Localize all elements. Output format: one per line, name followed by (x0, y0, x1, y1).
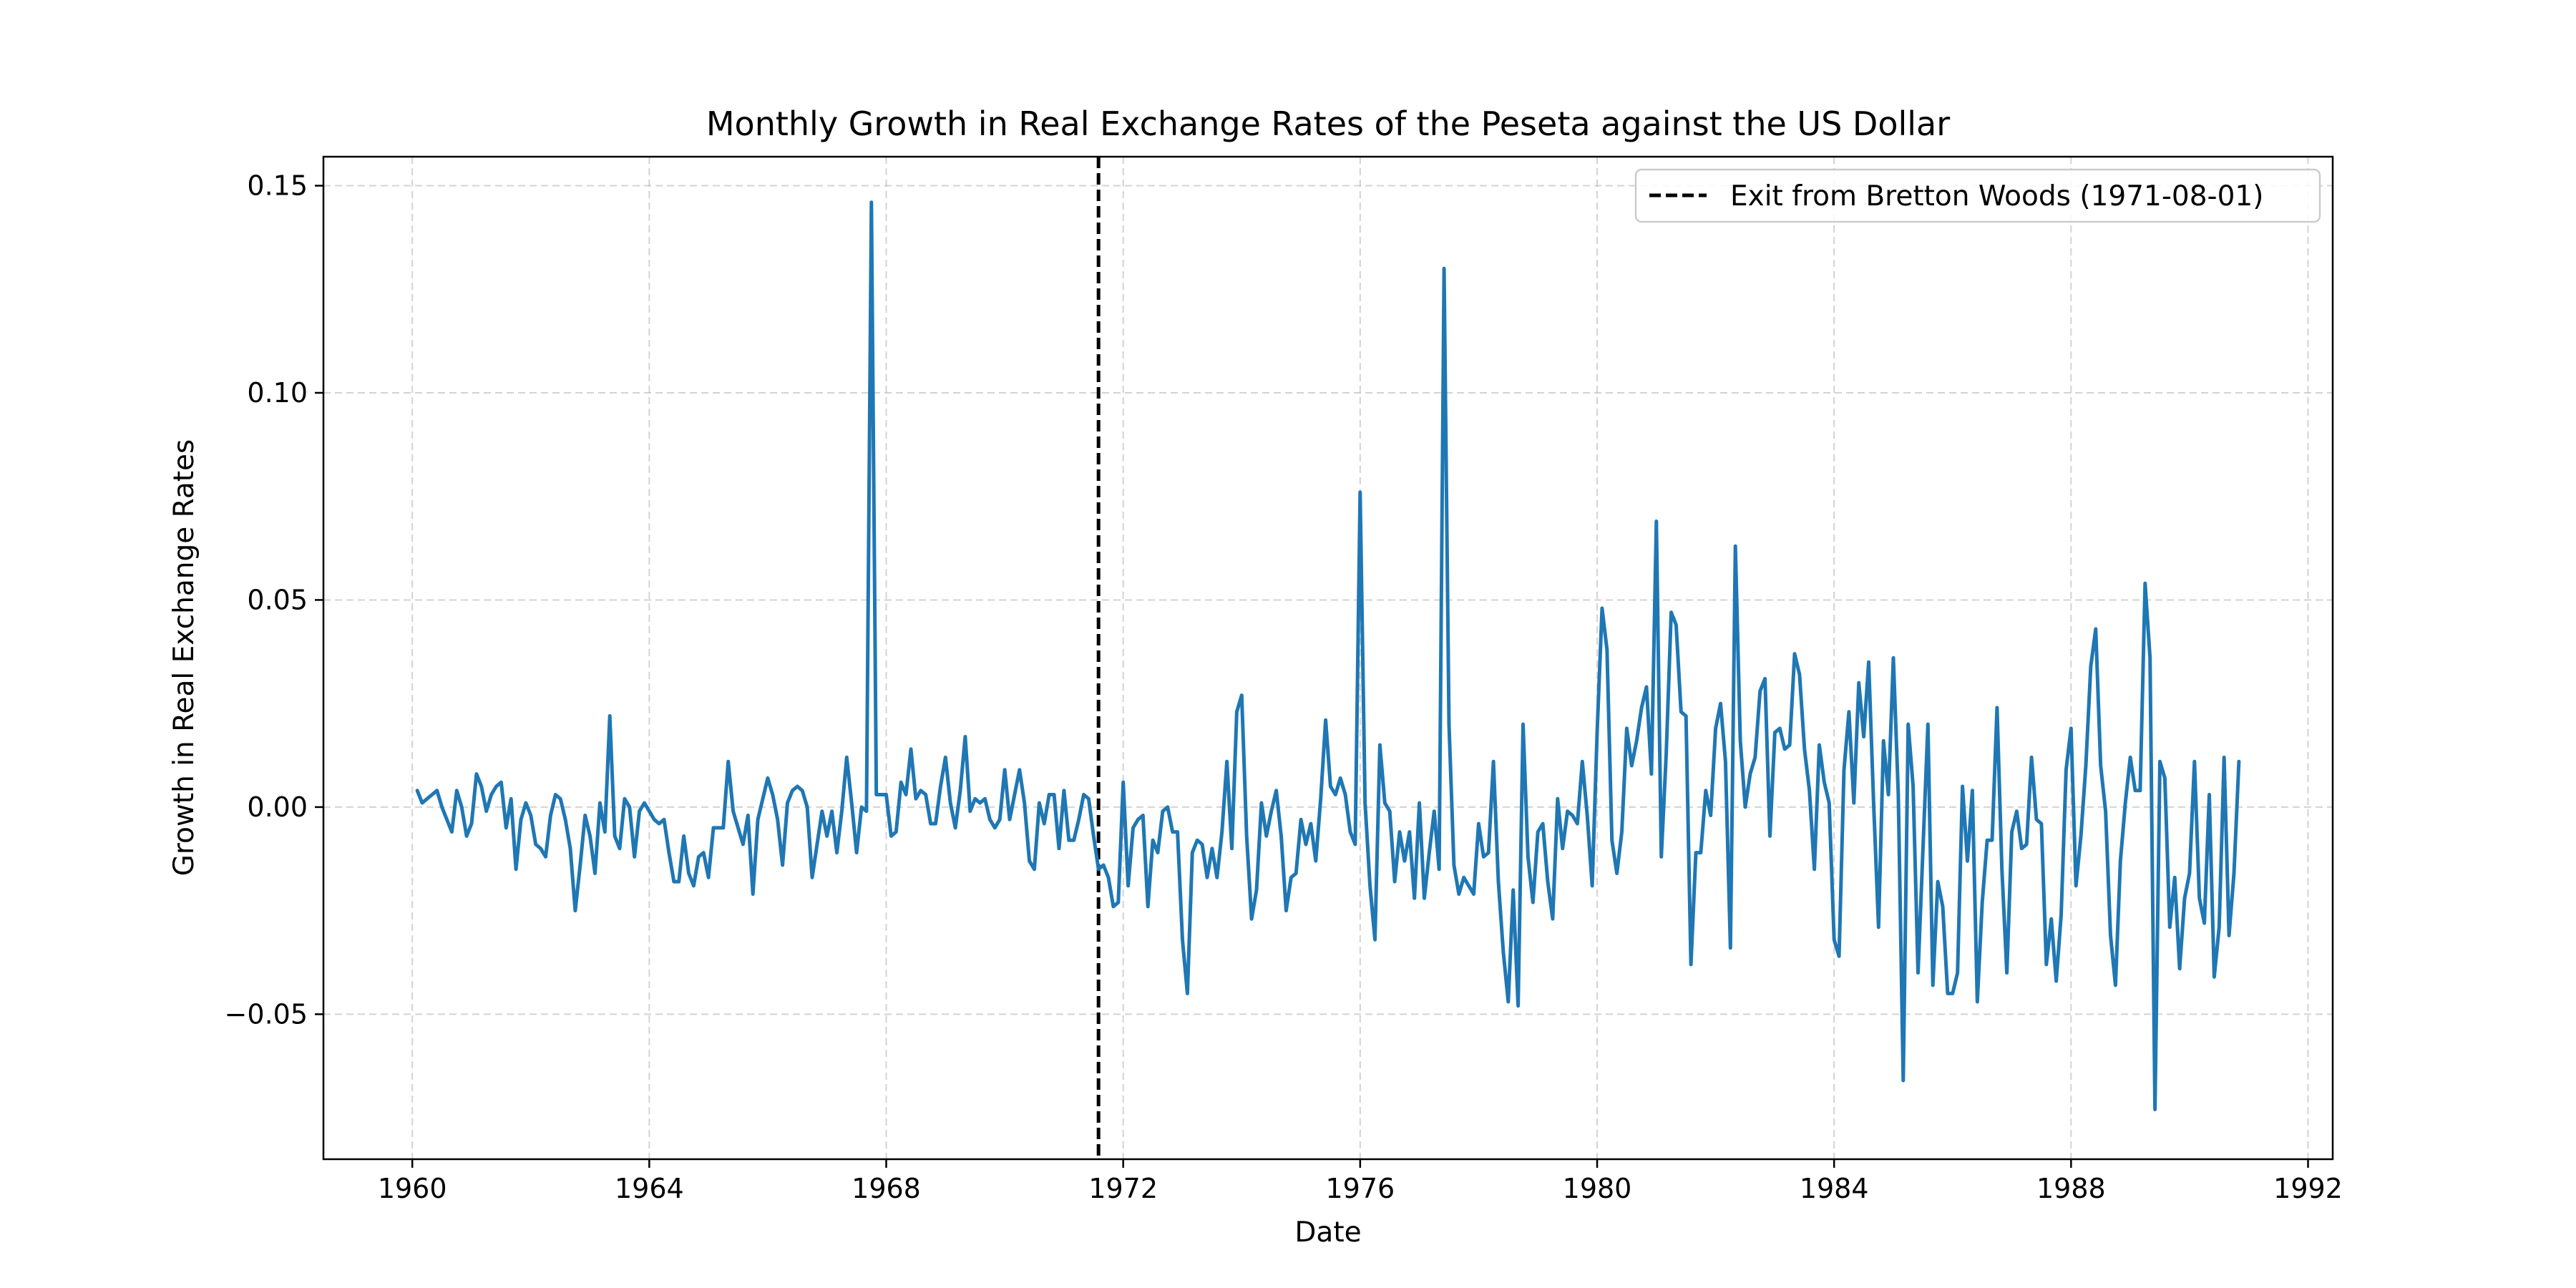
x-tick-label: 1992 (2273, 1173, 2343, 1204)
chart-title: Monthly Growth in Real Exchange Rates of… (706, 104, 1950, 143)
axes-frame (322, 155, 2334, 1161)
x-tick-label: 1980 (1563, 1173, 1632, 1204)
y-tick-label: 0.15 (247, 170, 308, 202)
y-axis-label: Growth in Real Exchange Rates (168, 439, 200, 877)
x-axis-label: Date (1294, 1216, 1361, 1249)
legend-label: Exit from Bretton Woods (1971-08-01) (1730, 180, 2263, 213)
series-line (415, 200, 2241, 1111)
x-axis-ticks: 1960 1964 1968 1972 1976 1980 1984 1988 1992 (378, 1159, 2343, 1204)
y-tick-label: 0.05 (247, 584, 308, 615)
y-tick-label: −0.05 (225, 998, 308, 1030)
x-tick-label: 1972 (1088, 1173, 1158, 1204)
series-layer (415, 200, 2241, 1111)
x-tick-label: 1976 (1325, 1173, 1395, 1204)
y-tick-label: 0.10 (247, 377, 308, 409)
x-tick-label: 1960 (378, 1173, 447, 1204)
grid-lines (323, 157, 2333, 1159)
x-tick-label: 1988 (2036, 1173, 2106, 1204)
y-tick-label: 0.00 (247, 791, 308, 823)
legend: Exit from Bretton Woods (1971-08-01) (1634, 168, 2321, 223)
x-tick-label: 1968 (852, 1173, 921, 1204)
x-tick-label: 1964 (615, 1173, 684, 1204)
y-axis-ticks: −0.05 0.00 0.05 0.10 0.15 (225, 170, 323, 1030)
legend-box (1634, 168, 2321, 223)
x-tick-label: 1984 (1800, 1173, 1869, 1204)
